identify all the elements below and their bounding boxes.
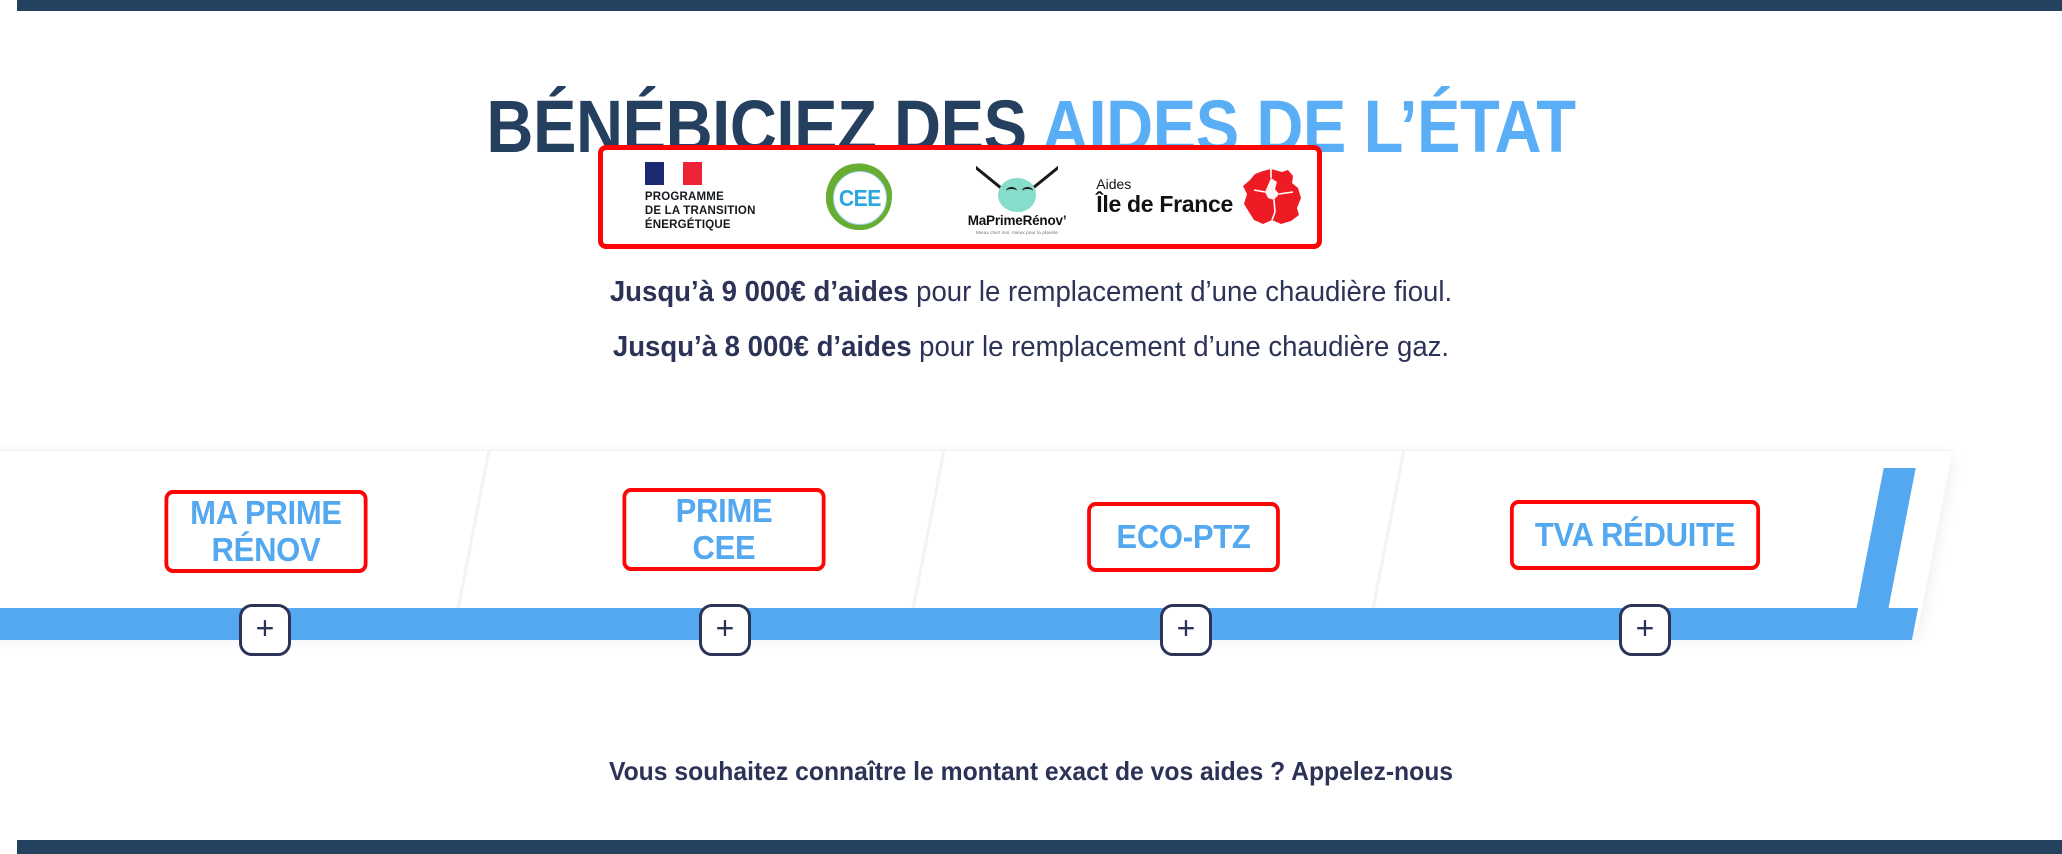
aid-card-tva-reduite-label: TVA RÉDUITE [1534,515,1736,553]
expand-button-tva-reduite[interactable]: + [1619,604,1671,656]
aid-card-prime-cee-line2: CEE [692,528,756,566]
aid-line-fioul-amount: Jusqu’à 9 000€ d’aides [609,276,909,308]
programme-line-2: DE LA TRANSITION [644,204,756,217]
aid-line-fioul: Jusqu’à 9 000€ d’aides pour le remplacem… [52,278,2011,307]
expand-button-eco-ptz[interactable]: + [1160,604,1212,656]
idf-small-label: Aides [1096,176,1132,192]
expand-button-ma-prime-renov[interactable]: + [239,604,291,656]
cee-badge-icon: CEE [825,164,892,230]
idf-big-label: Île de France [1096,190,1233,217]
call-to-action-text: Vous souhaitez connaître le montant exac… [608,756,1454,786]
partner-logo-strip: PROGRAMME DE LA TRANSITION ÉNERGÉTIQUE C… [598,145,1322,249]
plus-icon: + [715,610,735,646]
top-accent-bar [17,0,2062,11]
aid-amount-lines: Jusqu’à 9 000€ d’aides pour le remplacem… [0,278,2062,388]
aid-card-eco-ptz[interactable]: ECO-PTZ [1087,502,1280,572]
programme-line-3: ÉNERGÉTIQUE [644,219,731,231]
aid-line-gaz-amount: Jusqu’à 8 000€ d’aides [612,331,912,363]
aid-card-ma-prime-renov[interactable]: MA PRIME RÉNOV [164,490,368,573]
plus-icon: + [1176,610,1196,646]
aid-card-ma-prime-renov-line1: MA PRIME [190,493,342,531]
maprimerenov-name: MaPrimeRénov’ [967,212,1067,228]
aid-line-fioul-rest: pour le remplacement d’une chaudière fio… [908,276,1453,308]
page-title: BÉNÉBICIEZ DES AIDES DE L’ÉTAT [124,87,1939,166]
expand-button-prime-cee[interactable]: + [699,604,751,656]
ile-de-france-map-icon [1242,169,1301,224]
aid-card-prime-cee-line1: PRIME [675,491,773,529]
aid-card-prime-cee[interactable]: PRIME CEE [622,488,826,571]
programme-line-1: PROGRAMME [644,190,724,203]
plus-icon: + [1635,610,1655,646]
maprimerenov-tagline: Mieux chez moi, mieux pour la planète [976,229,1059,235]
aid-card-tva-reduite[interactable]: TVA RÉDUITE [1509,500,1761,570]
aid-line-gaz-rest: pour le remplacement d’une chaudière gaz… [911,331,1450,363]
logo-maprimerenov: MaPrimeRénov’ Mieux chez moi, mieux pour… [938,150,1096,244]
bottom-accent-bar [17,840,2062,854]
french-flag-icon [644,161,756,185]
logo-aides-ile-de-france: Aides Île de France [1096,150,1317,244]
aid-card-ma-prime-renov-line2: RÉNOV [211,530,321,568]
logo-programme-transition-energetique: PROGRAMME DE LA TRANSITION ÉNERGÉTIQUE [603,150,779,244]
cee-label: CEE [838,184,882,211]
logo-cee: CEE [779,150,937,244]
aid-card-eco-ptz-label: ECO-PTZ [1116,517,1251,555]
plus-icon: + [255,610,275,646]
aid-line-gaz: Jusqu’à 8 000€ d’aides pour le remplacem… [52,333,2011,362]
maprimerenov-house-icon [976,160,1058,212]
